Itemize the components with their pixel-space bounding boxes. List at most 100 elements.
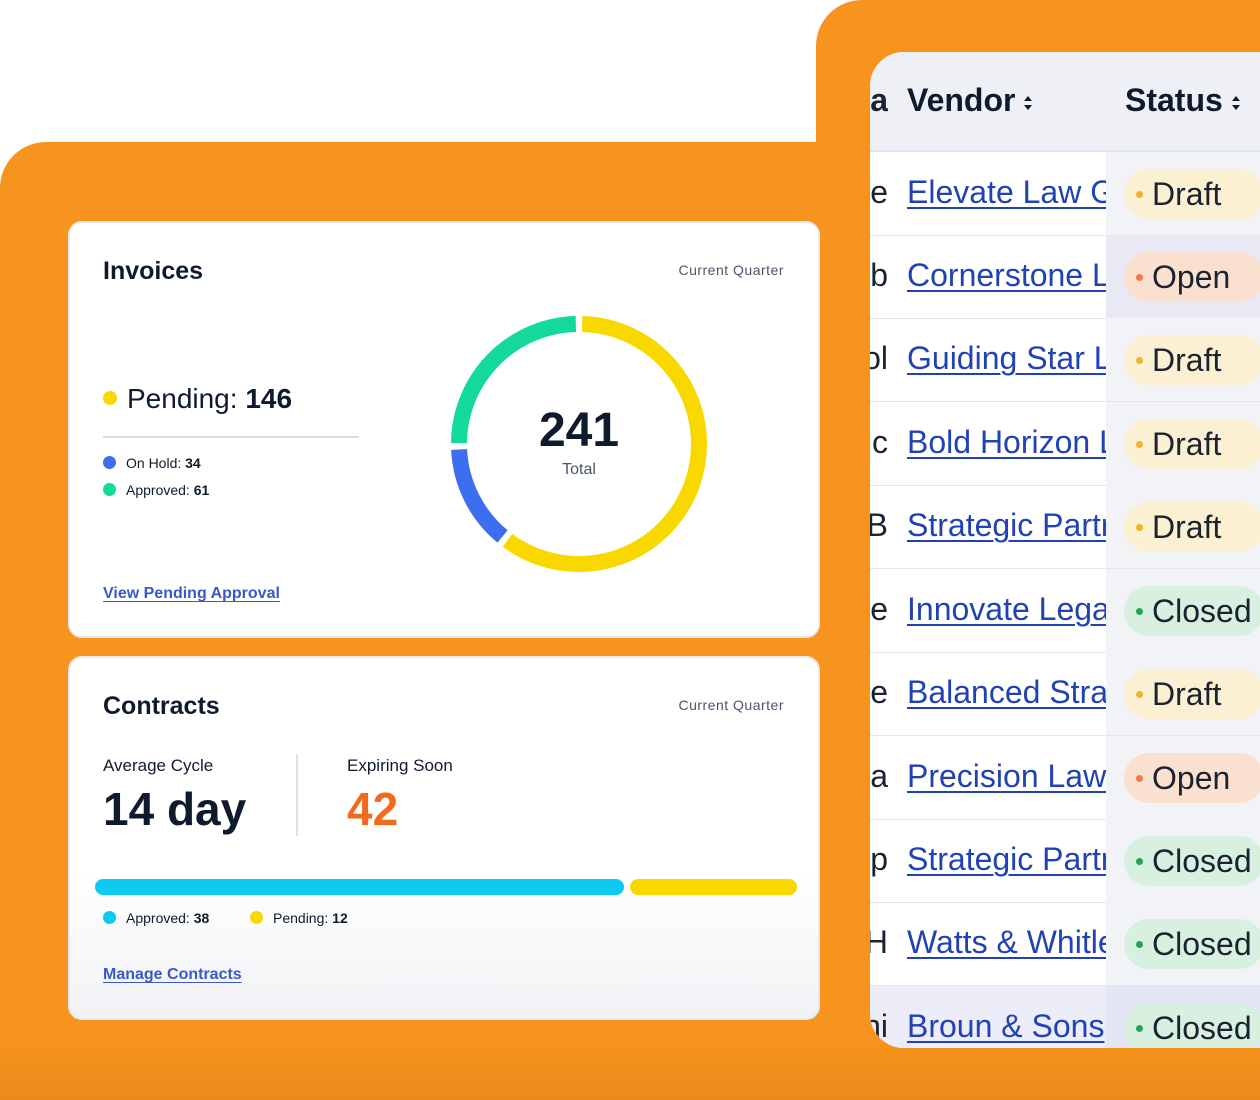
status-badge: Draft — [1124, 169, 1260, 219]
vendor-table: ea Vendor Status re Elevate Law Group Draf… — [870, 52, 1260, 1048]
divider — [103, 436, 359, 438]
table-row[interactable]: ib Cornerstone Legal Open — [870, 235, 1260, 319]
pending-label: Pending: — [127, 383, 238, 414]
table-cell-prev-column: ib — [870, 257, 888, 293]
status-dot-icon — [1136, 941, 1143, 948]
status-label: Closed — [1152, 843, 1252, 879]
column-header-status[interactable]: Status — [1125, 82, 1241, 119]
approved-label: Approved: — [126, 910, 190, 926]
status-label: Open — [1152, 760, 1231, 796]
status-cell: Open — [1106, 736, 1260, 819]
legend-approved: Approved: 61 — [103, 482, 209, 498]
status-dot-icon — [1136, 357, 1143, 364]
table-row[interactable]: c Bold Horizon Law Draft — [870, 402, 1260, 486]
status-badge: Closed — [1124, 1003, 1260, 1048]
pending-value: 146 — [245, 383, 293, 414]
legend-on-hold: On Hold: 34 — [103, 455, 201, 471]
vendor-link[interactable]: Strategic Partners — [907, 507, 1106, 543]
status-label: Draft — [1152, 509, 1222, 545]
status-dot-icon — [1136, 274, 1143, 281]
vendor-link[interactable]: Watts & Whitley — [907, 924, 1106, 960]
approved-label: Approved: — [126, 482, 190, 498]
approved-dot-icon — [103, 910, 116, 924]
table-cell-prev-column: lle — [870, 674, 888, 710]
vendor-link[interactable]: Bold Horizon Law — [907, 424, 1106, 460]
contracts-period: Current Quarter — [678, 697, 784, 713]
donut-total-value: 241 — [538, 404, 620, 457]
status-cell: Closed — [1106, 819, 1260, 902]
status-label: Open — [1152, 259, 1231, 295]
status-label: Draft — [1152, 176, 1222, 212]
invoices-period: Current Quarter — [678, 262, 784, 278]
status-badge: Open — [1124, 753, 1260, 803]
status-badge: Closed — [1124, 836, 1260, 886]
sort-icon[interactable] — [1231, 95, 1241, 111]
pending-summary: Pending: 146 — [103, 383, 292, 415]
vendor-link[interactable]: Guiding Star Legal — [907, 340, 1106, 376]
approved-value: 61 — [193, 482, 210, 498]
average-cycle-value: 14 day — [103, 783, 247, 835]
vendor-link[interactable]: Broun & Sons — [907, 1008, 1105, 1044]
table-row[interactable]: lle Balanced Strategies Draft — [870, 652, 1260, 736]
status-cell: Closed — [1106, 902, 1260, 985]
donut-segment-on-hold — [451, 448, 508, 543]
status-cell: Closed — [1106, 986, 1260, 1048]
table-header: ea Vendor Status — [870, 52, 1260, 152]
pending-label: Pending: — [273, 910, 329, 926]
donut-segment-pending — [502, 316, 707, 572]
vendor-link[interactable]: Balanced Strategies — [907, 674, 1106, 710]
donut-total-label: Total — [562, 461, 596, 478]
legend-contracts-approved: Approved: 38 — [103, 910, 209, 926]
status-dot-icon — [1136, 524, 1143, 531]
vendor-link[interactable]: Precision Law — [907, 758, 1106, 794]
status-cell: Draft — [1106, 152, 1260, 235]
table-row[interactable]: re Innovate Legal Closed — [870, 569, 1260, 653]
status-label: Closed — [1152, 593, 1252, 629]
vendor-link[interactable]: Strategic Partners — [907, 841, 1106, 877]
manage-contracts-link[interactable]: Manage Contracts — [103, 966, 242, 983]
vendor-link[interactable]: Innovate Legal — [907, 591, 1106, 627]
status-badge: Draft — [1124, 502, 1260, 552]
status-cell: Draft — [1106, 485, 1260, 568]
status-badge: Draft — [1124, 335, 1260, 385]
contracts-progress-bar — [95, 879, 797, 895]
status-dot-icon — [1136, 1025, 1143, 1032]
on-hold-dot-icon — [103, 455, 116, 469]
table-row[interactable]: re Elevate Law Group Draft — [870, 152, 1260, 236]
status-label: Closed — [1152, 1010, 1252, 1046]
status-cell: Closed — [1106, 569, 1260, 652]
table-row[interactable]: H Watts & Whitley Closed — [870, 902, 1260, 986]
header-prev-column[interactable]: ea — [870, 82, 888, 118]
contracts-title: Contracts — [103, 692, 220, 720]
expiring-soon-label: Expiring Soon — [347, 756, 453, 775]
table-cell-prev-column: p — [870, 841, 888, 877]
contracts-card: Contracts Current Quarter Average Cycle … — [68, 656, 820, 1020]
pending-dot-icon — [250, 910, 263, 924]
table-row[interactable]: pa Precision Law Open — [870, 736, 1260, 820]
table-row[interactable]: p Strategic Partners Closed — [870, 819, 1260, 903]
table-row[interactable]: ol Guiding Star Legal Draft — [870, 318, 1260, 402]
status-cell: Draft — [1106, 318, 1260, 401]
table-row[interactable]: B Strategic Partners Draft — [870, 485, 1260, 569]
status-cell: Draft — [1106, 652, 1260, 735]
status-dot-icon — [1136, 191, 1143, 198]
view-pending-approval-link[interactable]: View Pending Approval — [103, 585, 280, 602]
column-header-vendor[interactable]: Vendor — [907, 82, 1033, 119]
table-row[interactable]: ni Broun & Sons Closed — [870, 986, 1260, 1048]
status-label: Closed — [1152, 926, 1252, 962]
status-label: Draft — [1152, 426, 1222, 462]
expiring-soon-value: 42 — [347, 783, 399, 835]
stat-divider — [296, 754, 298, 836]
pending-value: 12 — [332, 910, 348, 926]
status-badge: Closed — [1124, 919, 1260, 969]
invoices-donut-chart — [451, 316, 707, 572]
status-badge: Draft — [1124, 669, 1260, 719]
table-cell-prev-column: ol — [870, 340, 888, 376]
pending-dot-icon — [103, 390, 117, 405]
sort-icon[interactable] — [1023, 95, 1033, 111]
vendor-link[interactable]: Cornerstone Legal — [907, 257, 1106, 293]
status-cell: Open — [1106, 235, 1260, 318]
vendor-link[interactable]: Elevate Law Group — [907, 174, 1106, 210]
table-cell-prev-column: re — [870, 174, 888, 210]
legend-contracts-pending: Pending: 12 — [250, 910, 348, 926]
